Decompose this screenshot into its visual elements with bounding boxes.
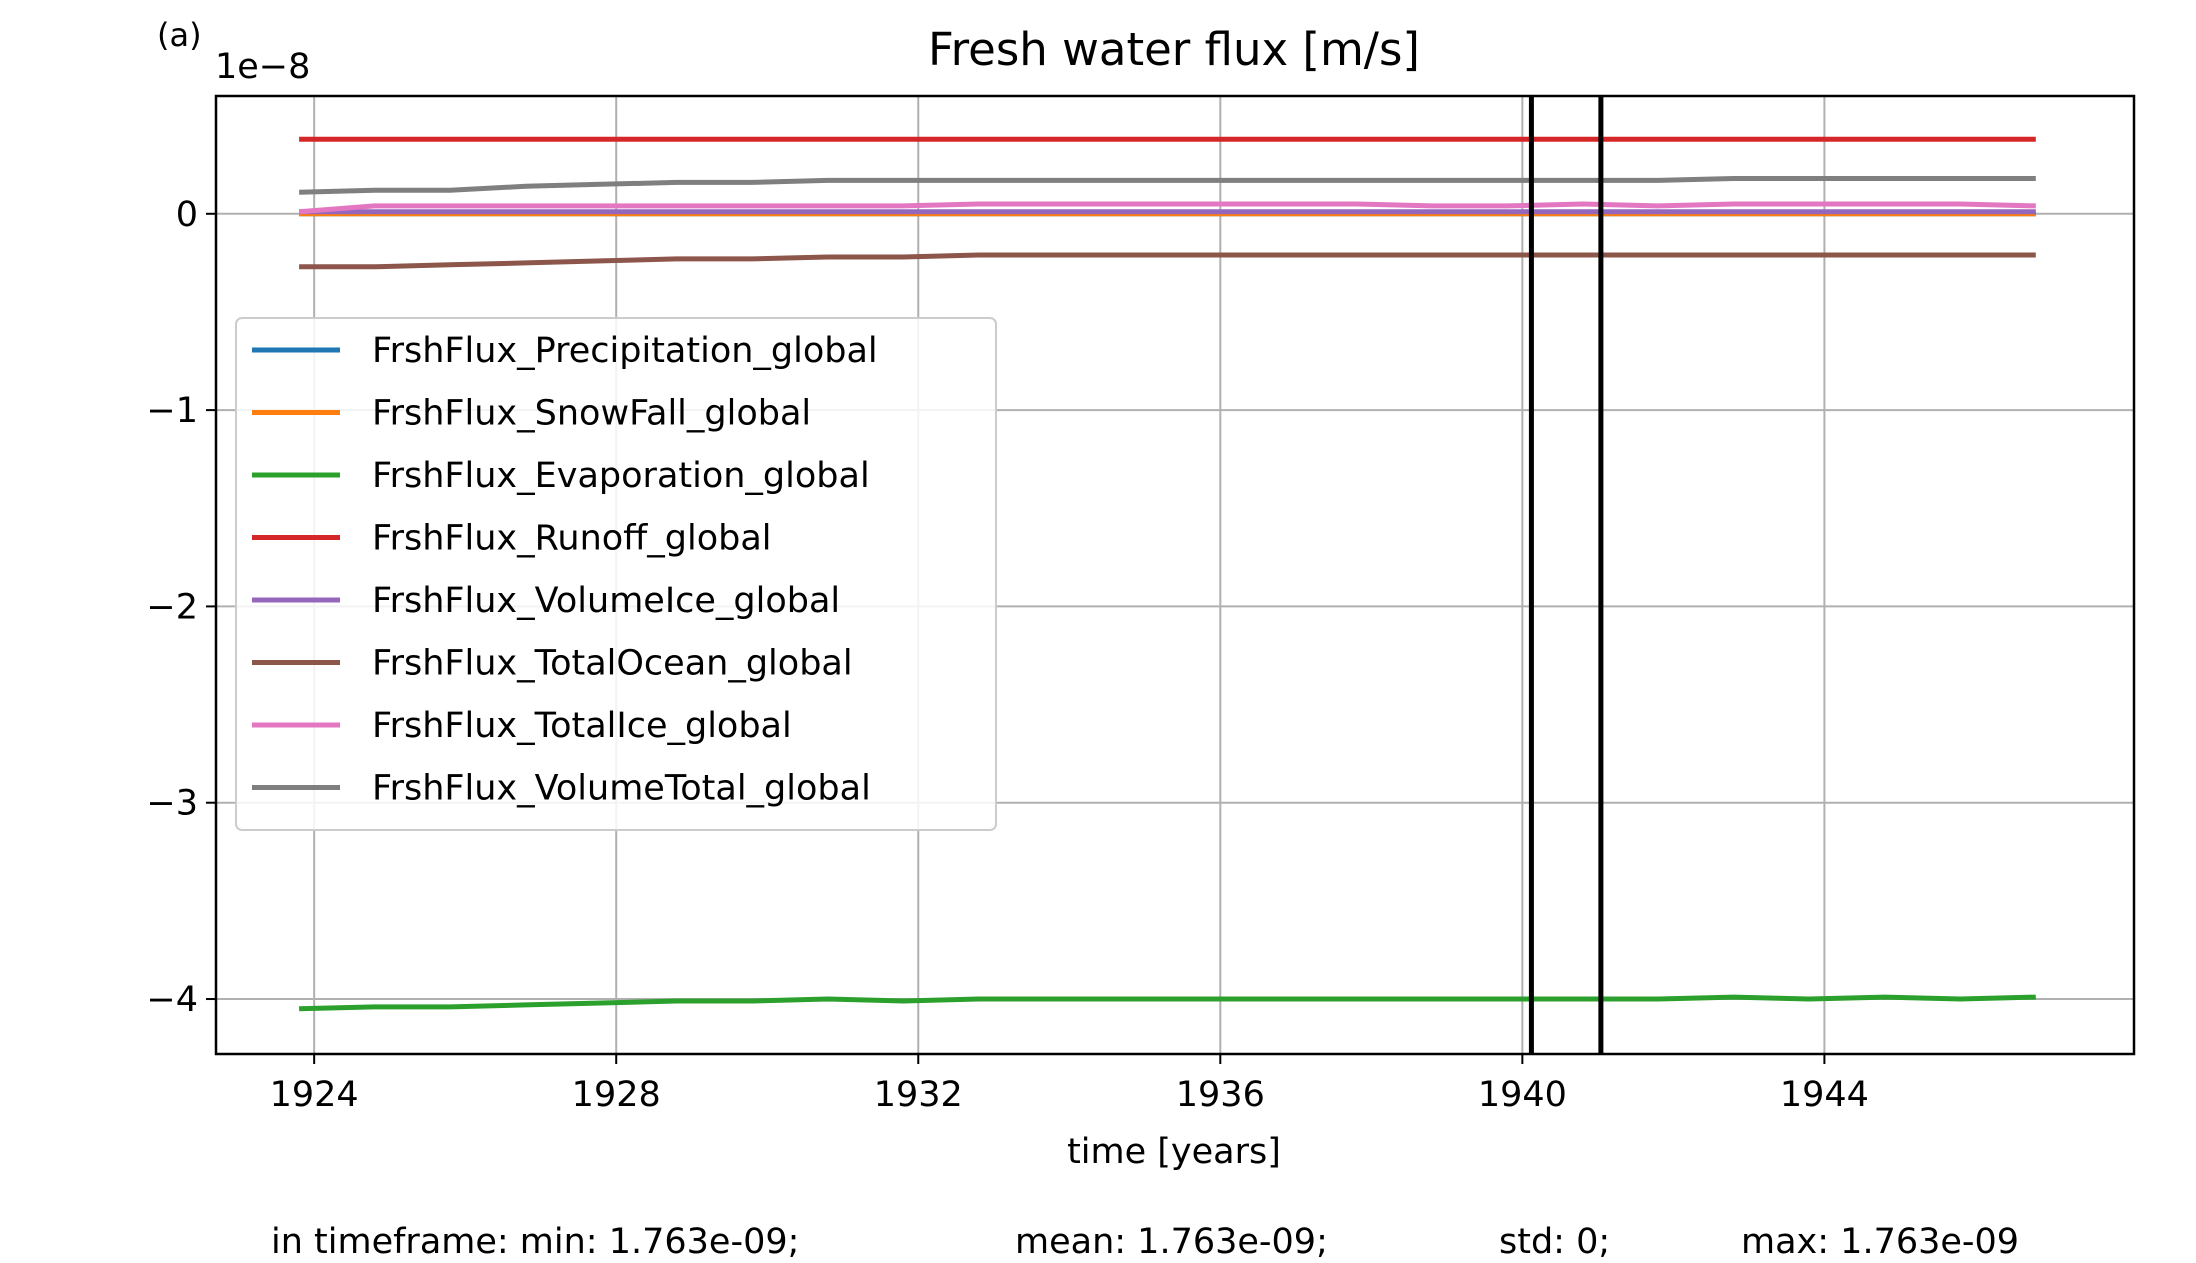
stat-mean: mean: 1.763e-09; [1015, 1222, 1328, 1262]
series-line [299, 252, 2036, 270]
x-tick-label: 1936 [1176, 1075, 1265, 1115]
y-tick-label: −3 [146, 784, 198, 824]
y-tick-label: −1 [146, 391, 198, 431]
y-tick-label: 0 [176, 195, 198, 235]
legend-entry: FrshFlux_Precipitation_global [372, 331, 878, 371]
x-tick-label: 1932 [874, 1075, 963, 1115]
legend-entry: FrshFlux_SnowFall_global [372, 394, 811, 434]
x-axis-label: time [years] [1067, 1132, 1281, 1172]
legend-entry: FrshFlux_Runoff_global [372, 519, 772, 559]
y-axis-ticks: 0 −1 −2 −3 −4 [146, 195, 216, 1020]
legend-entry: FrshFlux_Evaporation_global [372, 456, 870, 496]
y-offset-label: 1e−8 [215, 47, 310, 87]
stats-footer: in timeframe: min: 1.763e-09; mean: 1.76… [271, 1222, 2019, 1262]
legend-entry: FrshFlux_VolumeTotal_global [372, 769, 871, 809]
series-line [298, 201, 2036, 215]
vertical-markers [1528, 96, 1604, 1054]
x-axis-ticks: 1924 1928 1932 1936 1940 1944 [270, 1054, 1869, 1115]
series-line [299, 176, 2036, 195]
x-tick-label: 1924 [270, 1075, 359, 1115]
stat-min: in timeframe: min: 1.763e-09; [271, 1222, 799, 1262]
y-tick-label: −2 [146, 587, 198, 627]
panel-label: (a) [157, 16, 202, 54]
legend: FrshFlux_Precipitation_global FrshFlux_Sn… [235, 317, 997, 831]
plot-area-frame [214, 94, 2136, 1056]
x-tick-label: 1944 [1780, 1075, 1869, 1115]
series-line [299, 994, 2036, 1012]
legend-box [235, 317, 997, 831]
legend-entry: FrshFlux_VolumeIce_global [372, 581, 840, 621]
chart-title: Fresh water flux [m/s] [928, 23, 1420, 76]
legend-entry: FrshFlux_TotalOcean_global [372, 644, 853, 684]
x-tick-label: 1928 [572, 1075, 661, 1115]
series-layer [298, 136, 2036, 1012]
stat-max: max: 1.763e-09 [1741, 1222, 2019, 1262]
y-tick-label: −4 [146, 980, 198, 1020]
legend-entry: FrshFlux_TotalIce_global [372, 706, 792, 746]
stat-std: std: 0; [1499, 1222, 1610, 1262]
x-tick-label: 1940 [1478, 1075, 1567, 1115]
